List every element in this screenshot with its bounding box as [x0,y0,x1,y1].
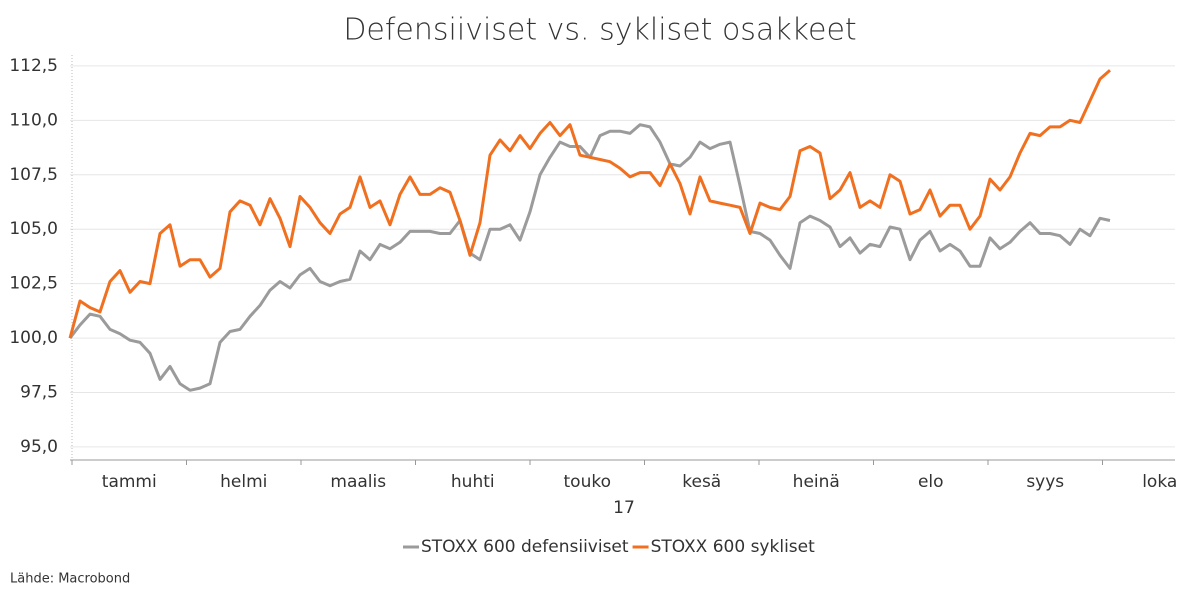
x-tick-label: heinä [793,472,840,492]
line [68,123,1111,392]
x-tick-label: helmi [220,472,267,492]
y-tick-label: 105,0 [9,219,58,239]
x-tick-label: maalis [330,472,386,492]
y-tick-label: 107,5 [9,165,58,185]
x-tick-label: kesä [682,472,721,492]
y-tick-label: 102,5 [9,274,58,294]
year-label: 17 [613,498,635,518]
y-tick-label: 110,0 [9,110,58,130]
legend-label: STOXX 600 defensiiviset [421,537,629,557]
x-tick-label: touko [564,472,611,492]
x-tick-label: elo [918,472,944,492]
x-tick-label: loka [1142,472,1177,492]
x-tick-label: syys [1026,472,1064,492]
y-tick-label: 97,5 [20,383,58,403]
chart-title: Defensiiviset vs. sykliset osakkeet [343,13,856,48]
x-tick-label: tammi [102,472,157,492]
x-tick-label: huhti [451,472,495,492]
y-tick-label: 95,0 [20,437,58,457]
y-tick-label: 112,5 [9,56,58,76]
line [68,69,1111,339]
source: Lähde: Macrobond [10,572,130,587]
y-tick-label: 100,0 [9,328,58,348]
legend-label: STOXX 600 sykliset [651,537,816,557]
